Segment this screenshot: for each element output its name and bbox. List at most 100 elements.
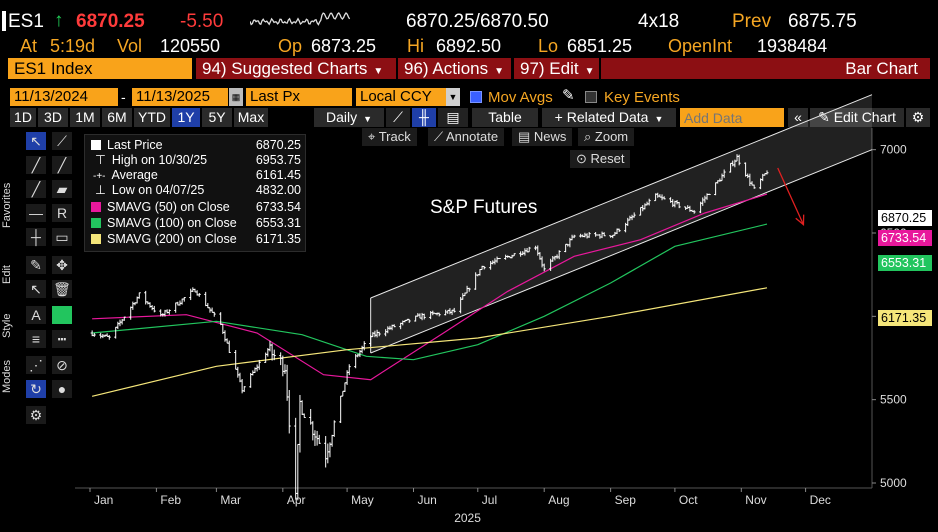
settings-gear-icon[interactable]: ⚙ bbox=[26, 406, 46, 424]
rectangle-icon[interactable]: ▭ bbox=[52, 228, 72, 246]
pointer-icon[interactable]: ↖ bbox=[26, 280, 46, 298]
cursor-icon[interactable]: ↖ bbox=[26, 132, 46, 150]
x-tick-label: Oct bbox=[679, 493, 698, 507]
open-label: Op bbox=[278, 36, 303, 56]
trash-icon[interactable]: 🗑 bbox=[52, 280, 72, 298]
y-tick-label: 5500 bbox=[880, 393, 907, 407]
color-swatch-icon[interactable] bbox=[52, 306, 72, 324]
y-tick-label: 5000 bbox=[880, 476, 907, 490]
actions-menu[interactable]: 96) Actions ▼ bbox=[398, 58, 511, 79]
period-button-1d[interactable]: 1D bbox=[10, 108, 36, 127]
reset-button[interactable]: ⊙ Reset bbox=[570, 150, 631, 168]
table-button[interactable]: Table bbox=[472, 108, 538, 127]
period-button-ytd[interactable]: YTD bbox=[134, 108, 170, 127]
mov-avgs-label: Mov Avgs bbox=[488, 89, 553, 106]
bar-chart-icon[interactable]: ╫ bbox=[412, 108, 436, 127]
retracement-icon[interactable]: R bbox=[52, 204, 72, 222]
field-selector[interactable]: Last Px bbox=[246, 88, 352, 106]
period-button-max[interactable]: Max bbox=[234, 108, 268, 127]
legend-high: ⊤ High on 10/30/25 6953.75 bbox=[91, 152, 301, 168]
period-button-1m[interactable]: 1M bbox=[70, 108, 100, 127]
frequency-dropdown[interactable]: Daily ▼ bbox=[314, 108, 384, 127]
end-date-field[interactable]: 11/13/2025 bbox=[132, 88, 228, 106]
mov-avgs-checkbox[interactable] bbox=[470, 91, 482, 103]
chart-legend[interactable]: Last Price 6870.25 ⊤ High on 10/30/25 6953.… bbox=[84, 134, 306, 252]
start-date-field[interactable]: 11/13/2024 bbox=[10, 88, 118, 106]
zoom-button[interactable]: ⌕ Zoom bbox=[578, 128, 635, 146]
edit-chart-button[interactable]: ✎ Edit Chart bbox=[810, 108, 904, 127]
font-icon[interactable]: A bbox=[26, 306, 46, 324]
palette-icon[interactable]: ● bbox=[52, 380, 72, 398]
security-field[interactable]: ES1 Index bbox=[8, 58, 192, 79]
add-data-input[interactable] bbox=[680, 108, 784, 127]
sma100-line bbox=[92, 223, 768, 361]
suggested-charts-menu[interactable]: 94) Suggested Charts ▼ bbox=[196, 58, 396, 79]
legend-sma100: SMAVG (100) on Close 6553.31 bbox=[91, 215, 301, 231]
line-chart-icon[interactable]: ⟋ bbox=[386, 108, 410, 127]
move-icon[interactable]: ✥ bbox=[52, 256, 72, 274]
period-button-3d[interactable]: 3D bbox=[38, 108, 68, 127]
legend-value: 6733.54 bbox=[255, 200, 301, 214]
channel-tool-icon[interactable]: ▰ bbox=[52, 180, 72, 198]
period-button-1y[interactable]: 1Y bbox=[172, 108, 200, 127]
average-marker-icon: -+- bbox=[93, 171, 106, 182]
x-tick-label: Feb bbox=[160, 493, 181, 507]
legend-value: 6161.45 bbox=[255, 168, 301, 182]
caret-down-icon: ▼ bbox=[494, 66, 505, 77]
chevron-down-icon[interactable]: ▼ bbox=[446, 88, 460, 106]
y-tick-label: 7000 bbox=[880, 143, 907, 157]
calendar-icon[interactable]: ▦ bbox=[229, 88, 243, 106]
annotation-arrow-head bbox=[795, 214, 805, 227]
currency-selector[interactable]: Local CCY bbox=[356, 88, 446, 106]
pen-icon[interactable]: ✎ bbox=[26, 256, 46, 274]
x-tick-label: Aug bbox=[548, 493, 569, 507]
refresh-mode-icon[interactable]: ↻ bbox=[26, 380, 46, 398]
gear-icon[interactable]: ⚙ bbox=[906, 108, 930, 127]
segment-tool-icon[interactable]: ╱ bbox=[26, 180, 46, 198]
news-button[interactable]: ▤ News bbox=[512, 128, 573, 146]
legend-label: SMAVG (50) on Close bbox=[107, 200, 230, 214]
legend-label: Last Price bbox=[107, 138, 163, 152]
sma50-line bbox=[92, 193, 768, 381]
trendline-menu-icon[interactable]: ⟋ bbox=[52, 132, 72, 150]
related-data-menu[interactable]: + Related Data ▼ bbox=[542, 108, 676, 127]
ticker: ES1 bbox=[8, 11, 44, 32]
line-weight-icon[interactable]: ≡ bbox=[26, 330, 46, 348]
magnet-mode-icon[interactable]: ⊘ bbox=[52, 356, 72, 374]
chart-style-icon[interactable]: ▤ bbox=[438, 108, 468, 127]
ray-tool-icon[interactable]: ╱ bbox=[52, 156, 72, 174]
actions-label: 96) Actions bbox=[404, 59, 489, 78]
horizontal-line-icon[interactable]: — bbox=[26, 204, 46, 222]
period-button-6m[interactable]: 6M bbox=[102, 108, 132, 127]
caret-down-icon: ▼ bbox=[363, 114, 373, 124]
volume: 120550 bbox=[160, 36, 221, 56]
crosshair-mode-icon[interactable]: ⋰ bbox=[26, 356, 46, 374]
line-tool-icon[interactable]: ╱ bbox=[26, 156, 46, 174]
legend-value: 4832.00 bbox=[255, 183, 301, 197]
news-label: News bbox=[533, 129, 567, 144]
legend-label: High on 10/30/25 bbox=[111, 153, 208, 167]
pencil-icon: ✎ bbox=[818, 109, 834, 125]
swatch-icon bbox=[91, 140, 101, 150]
crosshair-icon: ⌖ bbox=[368, 129, 379, 144]
key-events-checkbox[interactable] bbox=[585, 91, 597, 103]
track-button[interactable]: ⌖ Track bbox=[362, 128, 417, 146]
sma100-tag: 6553.31 bbox=[878, 255, 932, 271]
annotate-button[interactable]: ⟋ Annotate bbox=[428, 128, 505, 146]
x-tick-label: Dec bbox=[810, 493, 831, 507]
line-style-icon[interactable]: ┅ bbox=[52, 330, 72, 348]
edit-menu[interactable]: 97) Edit ▼ bbox=[514, 58, 599, 79]
legend-label: Low on 04/07/25 bbox=[111, 183, 205, 197]
vertical-line-icon[interactable]: ┼ bbox=[26, 228, 46, 246]
suggested-charts-label: 94) Suggested Charts bbox=[202, 59, 368, 78]
period-button-5y[interactable]: 5Y bbox=[202, 108, 232, 127]
date-separator: - bbox=[121, 89, 126, 105]
legend-sma50: SMAVG (50) on Close 6733.54 bbox=[91, 199, 301, 215]
x-tick-label: Apr bbox=[287, 493, 306, 507]
chart-type-label: Bar Chart bbox=[601, 58, 930, 79]
drawing-sidebar: Favorites Edit Style Modes ↖ ⟋ ╱ ╱ ╱ ▰ —… bbox=[0, 130, 77, 430]
quote-size: 4x18 bbox=[638, 11, 680, 32]
pencil-icon[interactable]: ✎ bbox=[562, 87, 575, 104]
